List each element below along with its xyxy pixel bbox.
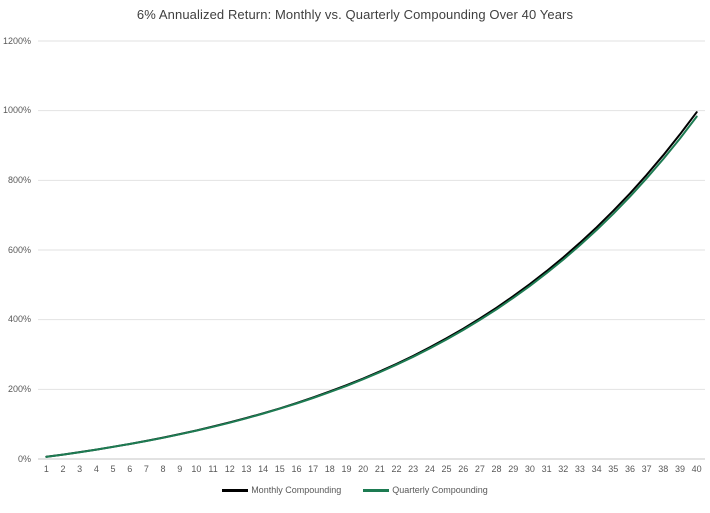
y-tick-label: 800% [7,174,31,185]
y-tick-label: 400% [7,314,31,325]
x-tick-label: 33 [574,464,585,474]
x-tick-label: 4 [93,464,99,474]
x-tick-label: 23 [408,464,419,474]
x-tick-label: 15 [274,464,285,474]
quarterly-line-swatch [363,488,390,492]
x-tick-label: 5 [110,464,116,474]
y-tick-label: 200% [7,383,31,394]
x-tick-label: 24 [424,464,435,474]
x-tick-label: 18 [324,464,335,474]
x-tick-label: 32 [558,464,569,474]
x-tick-label: 29 [508,464,519,474]
x-tick-label: 28 [491,464,502,474]
x-tick-label: 17 [308,464,319,474]
x-tick-label: 30 [524,464,535,474]
monthly-compounding-line [45,111,698,458]
x-tick-label: 7 [143,464,149,474]
x-tick-label: 13 [241,464,252,474]
y-tick-label: 600% [7,244,31,255]
legend-item-quarterly: Quarterly Compounding [363,485,488,495]
x-tick-label: 11 [208,464,218,474]
chart-title: 6% Annualized Return: Monthly vs. Quarte… [136,7,574,22]
legend-label-quarterly: Quarterly Compounding [392,485,488,495]
x-tick-label: 14 [258,464,269,474]
legend-item-monthly: Monthly Compounding [222,485,341,495]
x-tick-label: 1 [43,464,49,474]
x-tick-label: 25 [441,464,452,474]
y-tick-label: 1000% [2,105,31,116]
x-tick-label: 2 [60,464,66,474]
x-tick-label: 16 [291,464,302,474]
x-tick-label: 38 [658,464,669,474]
y-tick-label: 1200% [2,35,31,46]
legend: Monthly Compounding Quarterly Compoundin… [0,485,710,495]
legend-label-monthly: Monthly Compounding [251,485,342,495]
x-tick-label: 27 [474,464,485,474]
x-tick-label: 26 [458,464,469,474]
quarterly-compounding-line [45,115,698,458]
x-tick-label: 31 [541,464,552,474]
x-tick-label: 6 [127,464,133,474]
x-tick-label: 21 [374,464,385,474]
x-tick-label: 9 [177,464,183,474]
x-tick-label: 10 [191,464,202,474]
y-tick-label: 0% [17,453,31,464]
x-tick-label: 35 [608,464,619,474]
x-tick-label: 8 [160,464,166,474]
x-tick-label: 12 [224,464,235,474]
monthly-line-swatch [222,488,249,492]
x-tick-label: 40 [691,464,702,474]
x-tick-label: 34 [591,464,602,474]
x-tick-label: 22 [391,464,402,474]
x-tick-label: 39 [674,464,685,474]
x-tick-label: 19 [341,464,352,474]
x-tick-label: 3 [77,464,83,474]
x-tick-label: 36 [624,464,635,474]
x-tick-label: 37 [641,464,652,474]
x-tick-label: 20 [358,464,369,474]
